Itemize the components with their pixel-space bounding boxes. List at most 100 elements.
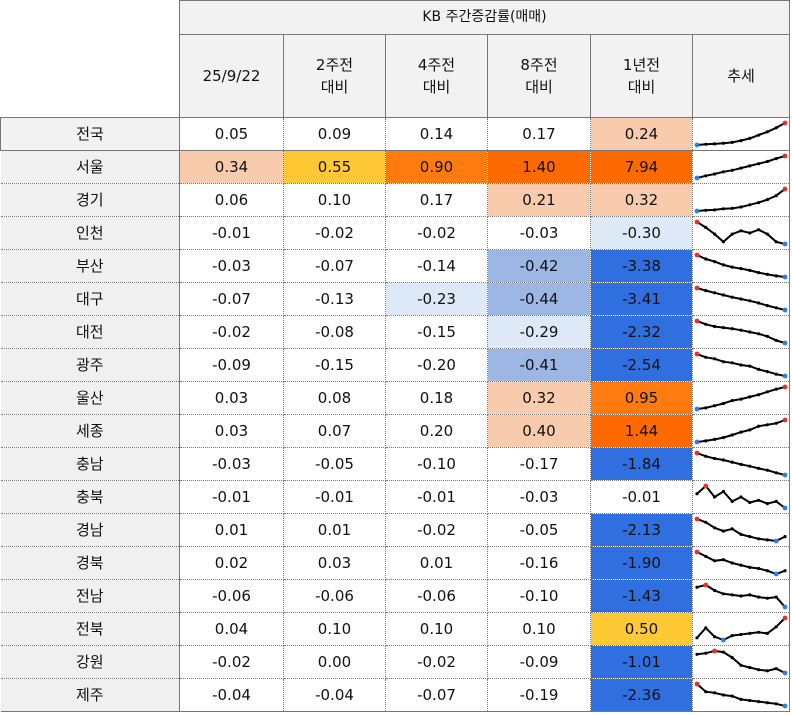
trend-sparkline [695, 648, 788, 676]
value-cell: 0.20 [385, 414, 488, 448]
trend-sparkline [695, 483, 788, 511]
sparkline-high-point [694, 285, 700, 291]
trend-sparkline [694, 285, 788, 313]
value-cell: -0.02 [179, 315, 284, 349]
region-label: 광주 [0, 348, 180, 382]
sparkline-high-point [782, 153, 788, 159]
sparkline-point [739, 397, 743, 401]
value-cell: 0.05 [179, 117, 284, 151]
sparkline-low-point [782, 472, 788, 478]
trend-sparkline [694, 153, 788, 181]
value-cell: 0.10 [487, 612, 591, 646]
sparkline-point [774, 126, 778, 130]
sparkline-point [713, 635, 717, 639]
sparkline-point [748, 164, 752, 168]
sparkline-point [704, 142, 708, 146]
sparkline-point [774, 372, 778, 376]
sparkline-high-point [782, 417, 788, 423]
sparkline-point [765, 569, 769, 573]
sparkline-point [704, 355, 708, 359]
value-cell: -0.03 [179, 447, 284, 481]
sparkline-point [757, 332, 761, 336]
table-row: 대구 -0.07 -0.13 -0.23 -0.44 -3.41 [0, 282, 790, 316]
value-cell: 0.01 [179, 513, 284, 547]
value-cell: -0.05 [283, 447, 386, 481]
sparkline-point [721, 401, 725, 406]
sparkline-low-point [782, 307, 788, 313]
sparkline-point [765, 502, 769, 506]
table-row: 세종 0.03 0.07 0.20 0.40 1.44 [0, 414, 790, 448]
sparkline-point [713, 208, 717, 212]
sparkline-point [774, 421, 778, 425]
value-cell: -0.07 [385, 678, 488, 712]
value-cell: -0.01 [283, 480, 386, 514]
sparkline-point [704, 322, 708, 326]
value-cell: 0.01 [283, 513, 386, 547]
region-label: 강원 [0, 645, 180, 679]
sparkline-point [739, 229, 743, 233]
value-cell: -0.01 [179, 216, 284, 250]
trend-sparkline-cell [692, 249, 790, 283]
region-label: 인천 [0, 216, 180, 250]
sparkline-point [730, 232, 734, 236]
table-row: 울산 0.03 0.08 0.18 0.32 0.95 [0, 381, 790, 415]
sparkline-point [765, 272, 769, 276]
sparkline-point [748, 364, 752, 368]
sparkline-low-point [773, 538, 779, 544]
col-header-label: 25/9/22 [202, 67, 261, 85]
value-cell: -0.06 [385, 579, 488, 613]
value-cell: 0.03 [179, 381, 284, 415]
col-header-current-week: 25/9/22 [179, 34, 284, 118]
sparkline-point [748, 631, 752, 635]
sparkline-point [721, 529, 725, 533]
table-row: 광주 -0.09 -0.15 -0.20 -0.41 -2.54 [0, 348, 790, 382]
value-cell: -3.41 [590, 282, 693, 316]
sparkline-high-point [694, 252, 700, 258]
sparkline-point [704, 626, 708, 630]
sparkline-point [765, 130, 769, 134]
corner-blank [0, 0, 180, 35]
sparkline-low-point [782, 340, 788, 346]
sparkline-point [730, 527, 734, 531]
sparkline-point [765, 198, 769, 202]
sparkline-point [757, 162, 761, 166]
sparkline-low-point [782, 604, 788, 610]
trend-sparkline [694, 318, 788, 346]
value-cell: -0.05 [487, 513, 591, 547]
sparkline-point [721, 240, 725, 244]
value-cell: -0.29 [487, 315, 591, 349]
value-cell: 0.10 [283, 612, 386, 646]
sparkline-point [757, 201, 761, 205]
sparkline-point [739, 166, 743, 170]
sparkline-point [774, 499, 778, 503]
sparkline-high-point [694, 219, 700, 225]
sparkline-point [774, 194, 778, 198]
value-cell: -0.17 [487, 447, 591, 481]
sparkline-low-point [782, 505, 788, 511]
table-title: KB 주간증감률(매매) [179, 0, 790, 35]
sparkline-point [713, 232, 717, 236]
value-cell: -0.10 [487, 579, 591, 613]
sparkline-point [704, 554, 708, 558]
sparkline-point [765, 304, 769, 308]
sparkline-point [757, 367, 761, 371]
region-label: 전북 [0, 612, 180, 646]
value-cell: -0.01 [179, 480, 284, 514]
table-row: 충남 -0.03 -0.05 -0.10 -0.17 -1.84 [0, 447, 790, 481]
sparkline-high-point [703, 582, 709, 588]
trend-sparkline-cell [692, 315, 790, 349]
sparkline-point [713, 357, 717, 361]
col-header-1-year: 1년전 대비 [590, 34, 693, 118]
sparkline-point [739, 462, 743, 466]
trend-sparkline-cell [692, 447, 790, 481]
sparkline-point [721, 558, 725, 562]
sparkline-point [713, 142, 717, 146]
trend-sparkline-cell [692, 348, 790, 382]
sparkline-point [730, 656, 734, 660]
sparkline-point [730, 433, 734, 437]
sparkline-point [721, 293, 725, 297]
sparkline-point [765, 701, 769, 705]
col-header-label: 1년전 [622, 56, 661, 74]
sparkline-point [757, 566, 761, 571]
trend-sparkline [695, 582, 788, 610]
